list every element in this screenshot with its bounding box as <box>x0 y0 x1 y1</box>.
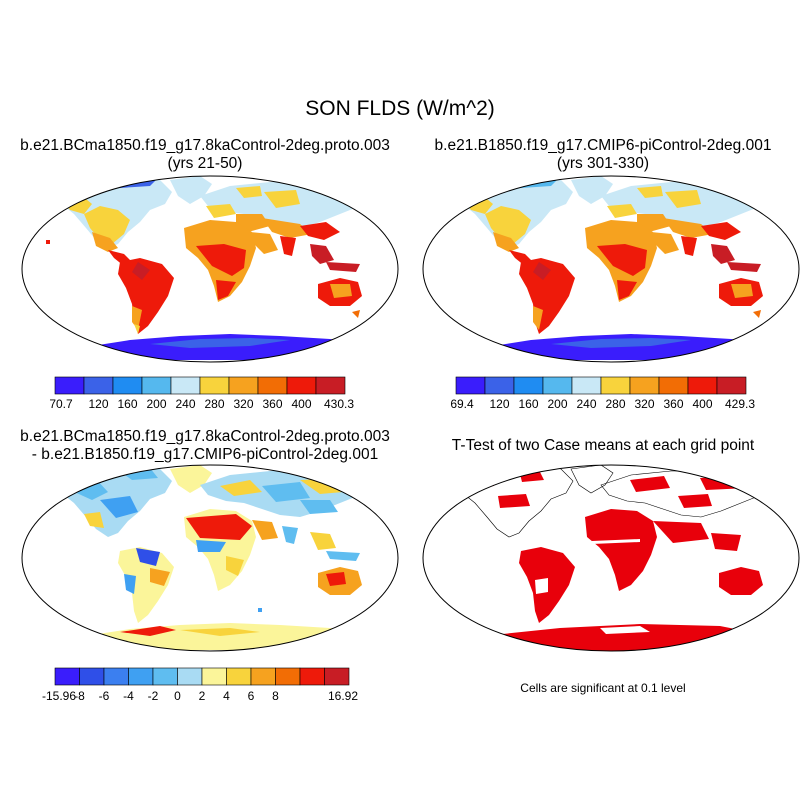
colorbar-swatch <box>687 376 718 395</box>
colorbar-swatch <box>103 667 129 686</box>
panel-3-title: b.e21.BCma1850.f19_g17.8kaControl-2deg.p… <box>0 428 410 464</box>
panel-4-map <box>431 465 791 651</box>
colorbar-tick-label: 200 <box>146 397 167 411</box>
panel-4-title: T-Test of two Case means at each grid po… <box>398 437 800 455</box>
panel-1-colorbar-labels: 70.7 120 160 200 240 280 320 360 400 430.3 <box>0 397 800 413</box>
sig-australia <box>719 567 763 595</box>
colorbar-tick-label: 400 <box>291 397 312 411</box>
panel-4-title-line1: T-Test of two Case means at each grid po… <box>451 437 755 454</box>
colorbar-tick-label: 360 <box>262 397 283 411</box>
colorbar-tick-label: 70.7 <box>49 397 73 411</box>
panel-3-colorbar-labels: -15.96 -8 -6 -4 -2 0 2 4 6 8 16.92 <box>0 689 800 705</box>
panel-1-map-border <box>21 175 399 363</box>
panel-2-colorbar <box>455 376 747 395</box>
colorbar-tick-label: 429.3 <box>724 397 756 411</box>
panel-2-title-line1: b.e21.B1850.f19_g17.CMIP6-piControl-2deg… <box>434 137 772 154</box>
sig-africa <box>585 509 657 591</box>
panel-1-colorbar <box>54 376 346 395</box>
colorbar-tick-label: -4 <box>123 689 134 703</box>
panel-2-map-border <box>422 175 800 363</box>
colorbar-tick-label: 120 <box>88 397 109 411</box>
colorbar-tick-label: 240 <box>175 397 196 411</box>
colorbar-swatch <box>128 667 154 686</box>
panel-2-colorbar-labels: 69.4 120 160 200 240 280 320 360 400 429.3 <box>0 397 800 413</box>
colorbar-tick-label: -8 <box>74 689 85 703</box>
figure-title: SON FLDS (W/m^2) <box>305 97 495 120</box>
colorbar-swatch <box>275 667 301 686</box>
colorbar-swatch <box>199 376 230 395</box>
panel-3-colorbar <box>54 667 350 686</box>
panel-4-map-border <box>422 464 800 652</box>
colorbar-swatch <box>324 667 350 686</box>
colorbar-tick-label: 200 <box>547 397 568 411</box>
colorbar-tick-label: 16.92 <box>327 689 359 703</box>
colorbar-tick-label: 69.4 <box>450 397 474 411</box>
colorbar-swatch <box>600 376 631 395</box>
colorbar-swatch <box>112 376 143 395</box>
colorbar-tick-label: 0 <box>174 689 181 703</box>
colorbar-swatch <box>250 667 276 686</box>
panel-3-title-line2: - b.e21.B1850.f19_g17.CMIP6-piControl-2d… <box>31 446 379 463</box>
colorbar-swatch <box>170 376 201 395</box>
colorbar-swatch <box>257 376 288 395</box>
colorbar-tick-label: 160 <box>518 397 539 411</box>
colorbar-tick-label: 2 <box>198 689 206 703</box>
colorbar-swatch <box>658 376 689 395</box>
panel-2-title: b.e21.B1850.f19_g17.CMIP6-piControl-2deg… <box>398 137 800 173</box>
colorbar-tick-label: 430.3 <box>323 397 355 411</box>
significance-note: Cells are significant at 0.1 level <box>520 681 686 695</box>
colorbar-swatch <box>286 376 317 395</box>
colorbar-swatch <box>54 376 85 395</box>
colorbar-tick-label: 400 <box>692 397 713 411</box>
panel-1-title: b.e21.BCma1850.f19_g17.8kaControl-2deg.p… <box>0 137 410 173</box>
colorbar-swatch <box>571 376 602 395</box>
panel-3-map-border <box>21 464 399 652</box>
south-america <box>118 258 174 334</box>
colorbar-tick-label: 320 <box>634 397 655 411</box>
colorbar-swatch <box>201 667 227 686</box>
colorbar-tick-label: 6 <box>247 689 255 703</box>
colorbar-tick-label: 320 <box>233 397 254 411</box>
colorbar-swatch <box>152 667 178 686</box>
colorbar-tick-label: 360 <box>663 397 684 411</box>
colorbar-swatch <box>228 376 259 395</box>
panel-3-map <box>30 465 390 650</box>
colorbar-swatch <box>542 376 573 395</box>
colorbar-swatch <box>455 376 486 395</box>
colorbar-swatch <box>83 376 114 395</box>
south-america <box>118 547 174 623</box>
colorbar-swatch <box>141 376 172 395</box>
colorbar-tick-label: 4 <box>223 689 230 703</box>
colorbar-tick-label: 160 <box>117 397 138 411</box>
colorbar-swatch <box>177 667 203 686</box>
colorbar-swatch <box>513 376 544 395</box>
colorbar-swatch <box>629 376 660 395</box>
panel-1-title-line2: (yrs 21-50) <box>167 155 243 172</box>
colorbar-swatch <box>226 667 252 686</box>
colorbar-swatch <box>54 667 80 686</box>
panel-2-title-line2: (yrs 301-330) <box>556 155 650 172</box>
colorbar-tick-label: 280 <box>605 397 626 411</box>
panel-1-title-line1: b.e21.BCma1850.f19_g17.8kaControl-2deg.p… <box>20 137 390 154</box>
colorbar-swatch <box>315 376 346 395</box>
colorbar-tick-label: 280 <box>204 397 225 411</box>
panel-3-title-line1: b.e21.BCma1850.f19_g17.8kaControl-2deg.p… <box>20 428 390 445</box>
colorbar-tick-label: -2 <box>147 689 159 703</box>
colorbar-swatch <box>716 376 747 395</box>
colorbar-tick-label: -15.96 <box>41 689 77 703</box>
colorbar-tick-label: -6 <box>98 689 110 703</box>
colorbar-swatch <box>484 376 515 395</box>
colorbar-tick-label: 120 <box>489 397 510 411</box>
south-america <box>519 258 575 334</box>
colorbar-swatch <box>79 667 105 686</box>
colorbar-tick-label: 8 <box>272 689 279 703</box>
colorbar-tick-label: 240 <box>576 397 597 411</box>
colorbar-swatch <box>299 667 325 686</box>
